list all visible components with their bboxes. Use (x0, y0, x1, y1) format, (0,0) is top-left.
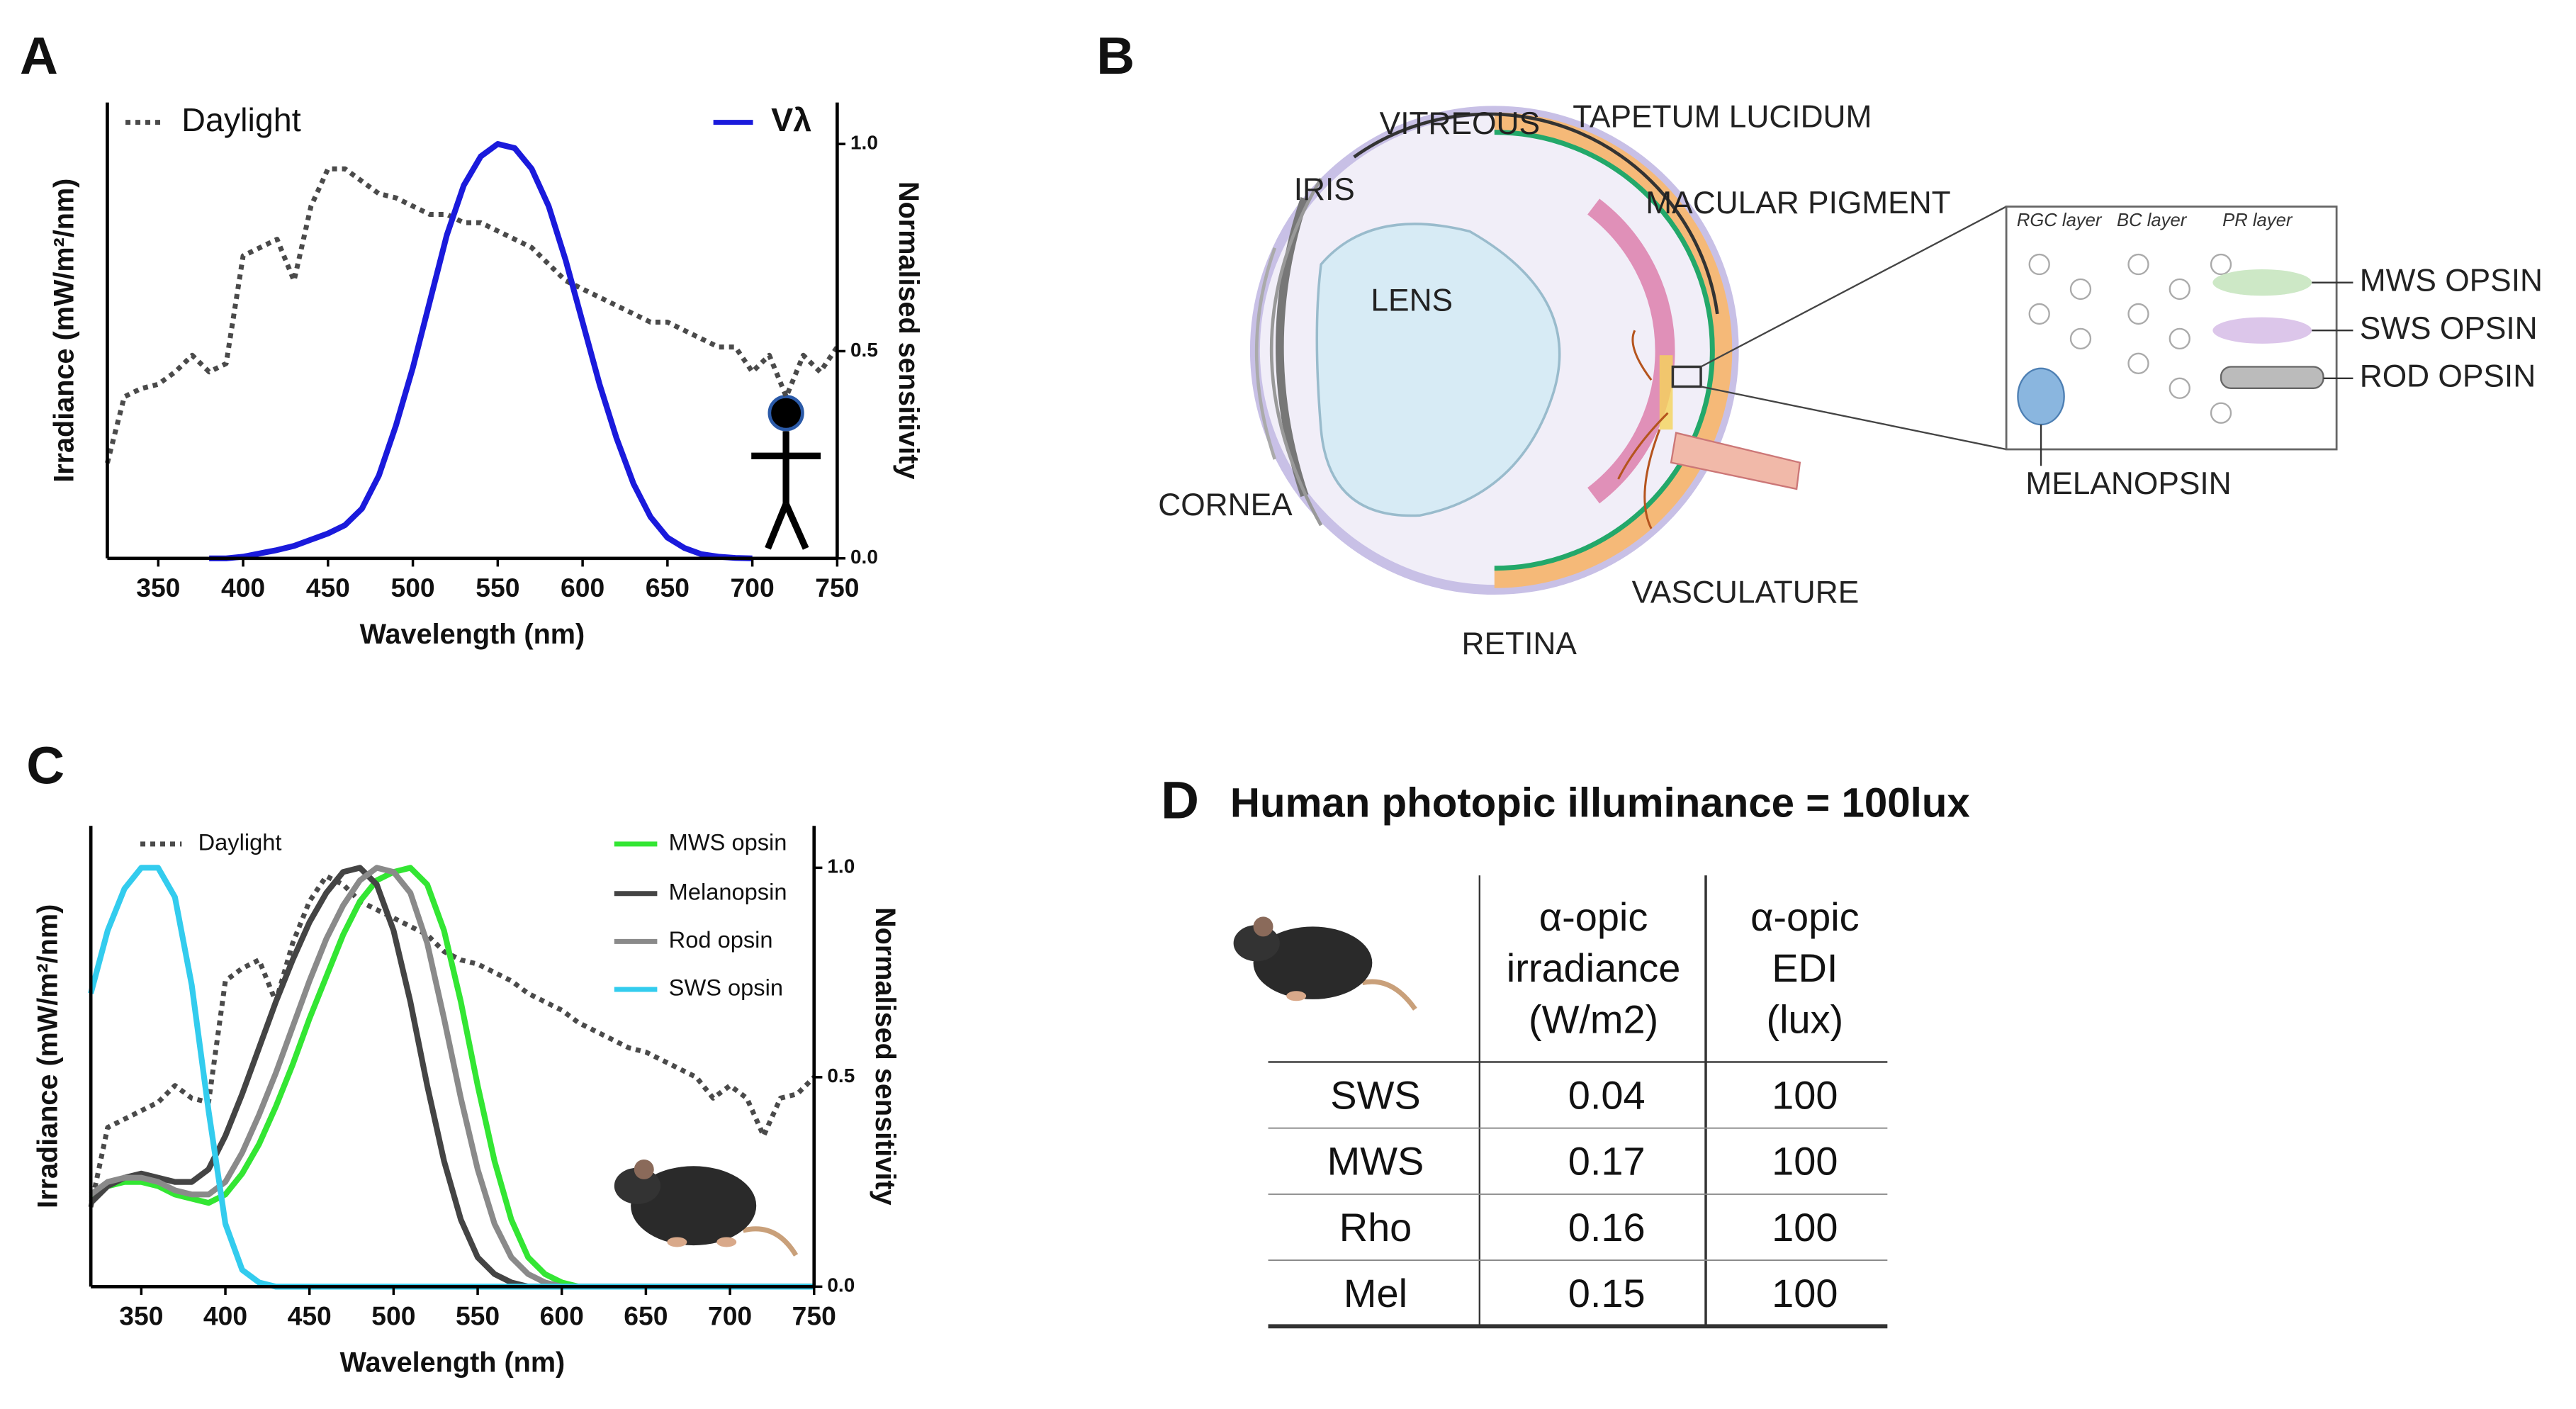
y-axis-label: Irradiance (mW/m²/nm) (49, 179, 80, 483)
x-tick-label: 400 (221, 573, 265, 602)
column-header: α-opic (1539, 894, 1648, 939)
x-tick-label: 550 (456, 1301, 500, 1330)
legend-label: Vλ (771, 101, 811, 138)
y2-axis-label: Normalised sensitivity (893, 181, 924, 479)
eye-label: TAPETUM LUCIDUM (1573, 100, 1872, 135)
legend-label: MWS opsin (669, 829, 787, 855)
table-cell: SWS (1330, 1073, 1420, 1118)
eye-label: VITREOUS (1380, 106, 1540, 141)
panel-label: D (1161, 771, 1199, 830)
opsin-label: MWS OPSIN (2360, 263, 2543, 298)
x-tick-label: 700 (731, 573, 775, 602)
opsin-label: ROD OPSIN (2360, 359, 2536, 393)
x-tick-label: 350 (136, 573, 180, 602)
layer-label: RGC layer (2017, 210, 2103, 230)
legend-label: Daylight (198, 829, 282, 855)
legend-label: SWS opsin (669, 975, 783, 1001)
y2-tick-label: 1.0 (850, 132, 878, 154)
panel-label: B (1096, 26, 1135, 85)
x-tick-label: 750 (815, 573, 859, 602)
x-tick-label: 650 (646, 573, 690, 602)
human-icon (751, 395, 821, 550)
table-cell: 100 (1772, 1271, 1838, 1315)
column-header: irradiance (1507, 945, 1681, 990)
mouse-icon (1233, 916, 1417, 1011)
table-cell: 100 (1772, 1073, 1838, 1118)
x-tick-label: 550 (476, 573, 519, 602)
opsin-label: MELANOPSIN (2025, 466, 2231, 501)
y2-tick-label: 0.5 (850, 339, 878, 361)
table-cell: Mel (1344, 1271, 1407, 1315)
panel-label: A (20, 26, 58, 85)
mouse-icon (614, 1159, 799, 1257)
eye-label: CORNEA (1158, 488, 1293, 522)
table: α-opic irradiance (W/m2) α-opic EDI (lux) SWS 0… (1327, 894, 1860, 1315)
layer-label: BC layer (2117, 210, 2188, 230)
x-tick-label: 400 (203, 1301, 247, 1330)
legend-label: Melanopsin (669, 878, 787, 904)
x-tick-label: 700 (708, 1301, 752, 1330)
table-cell: 0.04 (1568, 1073, 1646, 1118)
column-header: α-opic (1750, 894, 1860, 939)
table-cell: 0.16 (1568, 1205, 1646, 1250)
table-cell: 100 (1772, 1139, 1838, 1184)
table-cell: 100 (1772, 1205, 1838, 1250)
column-header: (lux) (1766, 997, 1843, 1041)
table-cell: 0.17 (1568, 1139, 1646, 1184)
table-cell: MWS (1327, 1139, 1424, 1184)
x-tick-label: 450 (288, 1301, 332, 1330)
x-tick-label: 350 (119, 1301, 163, 1330)
y2-axis-label: Normalised sensitivity (870, 907, 901, 1205)
panel-label: C (26, 736, 64, 795)
table-cell: 0.15 (1568, 1271, 1646, 1315)
x-tick-label: 750 (792, 1301, 836, 1330)
x-tick-label: 650 (624, 1301, 668, 1330)
layer-label: PR layer (2222, 210, 2293, 230)
table-rules (1268, 875, 1888, 1329)
x-axis-label: Wavelength (nm) (340, 1347, 566, 1378)
series-line (105, 166, 840, 464)
y2-tick-label: 0.0 (827, 1274, 855, 1296)
eye-label: LENS (1371, 283, 1453, 318)
eye-label: VASCULATURE (1632, 576, 1860, 610)
eye-label: MACULAR PIGMENT (1646, 186, 1950, 220)
y2-tick-label: 0.5 (827, 1065, 855, 1087)
x-tick-label: 600 (561, 573, 604, 602)
eye-diagram (1249, 106, 2353, 595)
y2-tick-label: 1.0 (827, 855, 855, 877)
eye-label: RETINA (1462, 627, 1577, 661)
series-line (209, 141, 753, 561)
x-tick-label: 500 (371, 1301, 415, 1330)
column-header: (W/m2) (1529, 997, 1658, 1041)
column-header: EDI (1772, 945, 1838, 990)
legend-label: Daylight (181, 101, 300, 138)
opsin-label: SWS OPSIN (2360, 311, 2538, 346)
legend-label: Rod opsin (669, 926, 773, 953)
x-tick-label: 500 (390, 573, 434, 602)
x-axis-label: Wavelength (nm) (360, 619, 585, 650)
y-axis-label: Irradiance (mW/m²/nm) (32, 904, 63, 1208)
x-tick-label: 600 (540, 1301, 584, 1330)
table-cell: Rho (1339, 1205, 1412, 1250)
table-title: Human photopic illuminance = 100lux (1230, 780, 1970, 826)
x-tick-label: 450 (306, 573, 350, 602)
eye-label: IRIS (1294, 172, 1355, 207)
y2-tick-label: 0.0 (850, 546, 878, 568)
